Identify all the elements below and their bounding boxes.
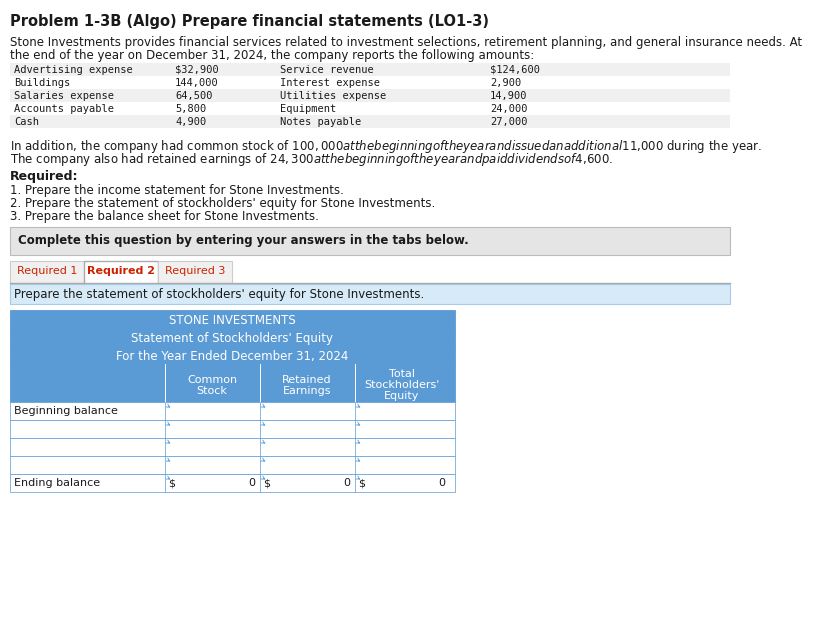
Text: Required 3: Required 3 xyxy=(165,266,225,276)
Text: $: $ xyxy=(358,478,365,488)
Text: The company also had retained earnings of $24,300 at the beginning of the year a: The company also had retained earnings o… xyxy=(10,151,613,168)
Text: Advertising expense: Advertising expense xyxy=(14,65,133,75)
Text: 2. Prepare the statement of stockholders' equity for Stone Investments.: 2. Prepare the statement of stockholders… xyxy=(10,197,435,210)
Text: 0: 0 xyxy=(438,478,445,488)
Text: Stockholders': Stockholders' xyxy=(364,380,440,390)
Text: the end of the year on December 31, 2024, the company reports the following amou: the end of the year on December 31, 2024… xyxy=(10,49,535,62)
Bar xyxy=(10,310,455,328)
Text: Stock: Stock xyxy=(197,386,227,396)
Text: Accounts payable: Accounts payable xyxy=(14,104,114,114)
Text: $: $ xyxy=(263,478,270,488)
Bar xyxy=(10,346,455,364)
Text: Problem 1-3B (Algo) Prepare financial statements (LO1-3): Problem 1-3B (Algo) Prepare financial st… xyxy=(10,14,489,29)
Text: 0: 0 xyxy=(343,478,350,488)
Text: Salaries expense: Salaries expense xyxy=(14,91,114,101)
Text: Utilities expense: Utilities expense xyxy=(280,91,386,101)
Bar xyxy=(10,89,730,102)
Text: Cash: Cash xyxy=(14,117,39,127)
Text: Notes payable: Notes payable xyxy=(280,117,361,127)
Text: 24,000: 24,000 xyxy=(490,104,528,114)
Text: Required 2: Required 2 xyxy=(87,266,155,276)
Bar xyxy=(10,227,730,255)
Text: 5,800: 5,800 xyxy=(175,104,206,114)
Text: STONE INVESTMENTS: STONE INVESTMENTS xyxy=(168,314,295,327)
Text: 144,000: 144,000 xyxy=(175,78,219,88)
Text: Service revenue: Service revenue xyxy=(280,65,374,75)
Text: Required:: Required: xyxy=(10,170,79,183)
Text: Required 1: Required 1 xyxy=(17,266,77,276)
Text: Statement of Stockholders' Equity: Statement of Stockholders' Equity xyxy=(131,332,333,345)
Text: 3. Prepare the balance sheet for Stone Investments.: 3. Prepare the balance sheet for Stone I… xyxy=(10,210,319,223)
Text: 1. Prepare the income statement for Stone Investments.: 1. Prepare the income statement for Ston… xyxy=(10,184,344,197)
Bar xyxy=(84,261,158,283)
Bar xyxy=(10,102,730,115)
Bar xyxy=(158,261,232,283)
Bar xyxy=(10,420,455,438)
Bar xyxy=(10,364,455,402)
Text: Interest expense: Interest expense xyxy=(280,78,380,88)
Text: 2,900: 2,900 xyxy=(490,78,521,88)
Bar xyxy=(10,474,455,492)
Bar xyxy=(10,284,730,304)
Text: $124,600: $124,600 xyxy=(490,65,540,75)
Text: Total: Total xyxy=(389,369,415,379)
Bar xyxy=(10,456,455,474)
Text: Equipment: Equipment xyxy=(280,104,336,114)
Text: 27,000: 27,000 xyxy=(490,117,528,127)
Text: 0: 0 xyxy=(248,478,255,488)
Text: Buildings: Buildings xyxy=(14,78,71,88)
Text: Beginning balance: Beginning balance xyxy=(14,406,118,416)
Bar xyxy=(10,115,730,128)
Bar xyxy=(10,438,455,456)
Text: 64,500: 64,500 xyxy=(175,91,212,101)
Text: In addition, the company had common stock of $100,000 at the beginning of the ye: In addition, the company had common stoc… xyxy=(10,138,762,155)
Text: Complete this question by entering your answers in the tabs below.: Complete this question by entering your … xyxy=(18,234,469,247)
Bar xyxy=(10,261,84,283)
Bar xyxy=(10,402,455,420)
Bar xyxy=(10,63,730,76)
Text: Prepare the statement of stockholders' equity for Stone Investments.: Prepare the statement of stockholders' e… xyxy=(14,288,424,301)
Text: 4,900: 4,900 xyxy=(175,117,206,127)
Text: Earnings: Earnings xyxy=(283,386,331,396)
Text: 14,900: 14,900 xyxy=(490,91,528,101)
Text: $: $ xyxy=(168,478,175,488)
Text: For the Year Ended December 31, 2024: For the Year Ended December 31, 2024 xyxy=(116,350,349,363)
Text: Equity: Equity xyxy=(384,391,420,401)
Text: $32,900: $32,900 xyxy=(175,65,219,75)
Text: Ending balance: Ending balance xyxy=(14,478,100,488)
Text: Retained: Retained xyxy=(282,375,332,385)
Bar xyxy=(10,328,455,346)
Text: Common: Common xyxy=(187,375,237,385)
Text: Stone Investments provides financial services related to investment selections, : Stone Investments provides financial ser… xyxy=(10,36,802,49)
Bar xyxy=(10,76,730,89)
